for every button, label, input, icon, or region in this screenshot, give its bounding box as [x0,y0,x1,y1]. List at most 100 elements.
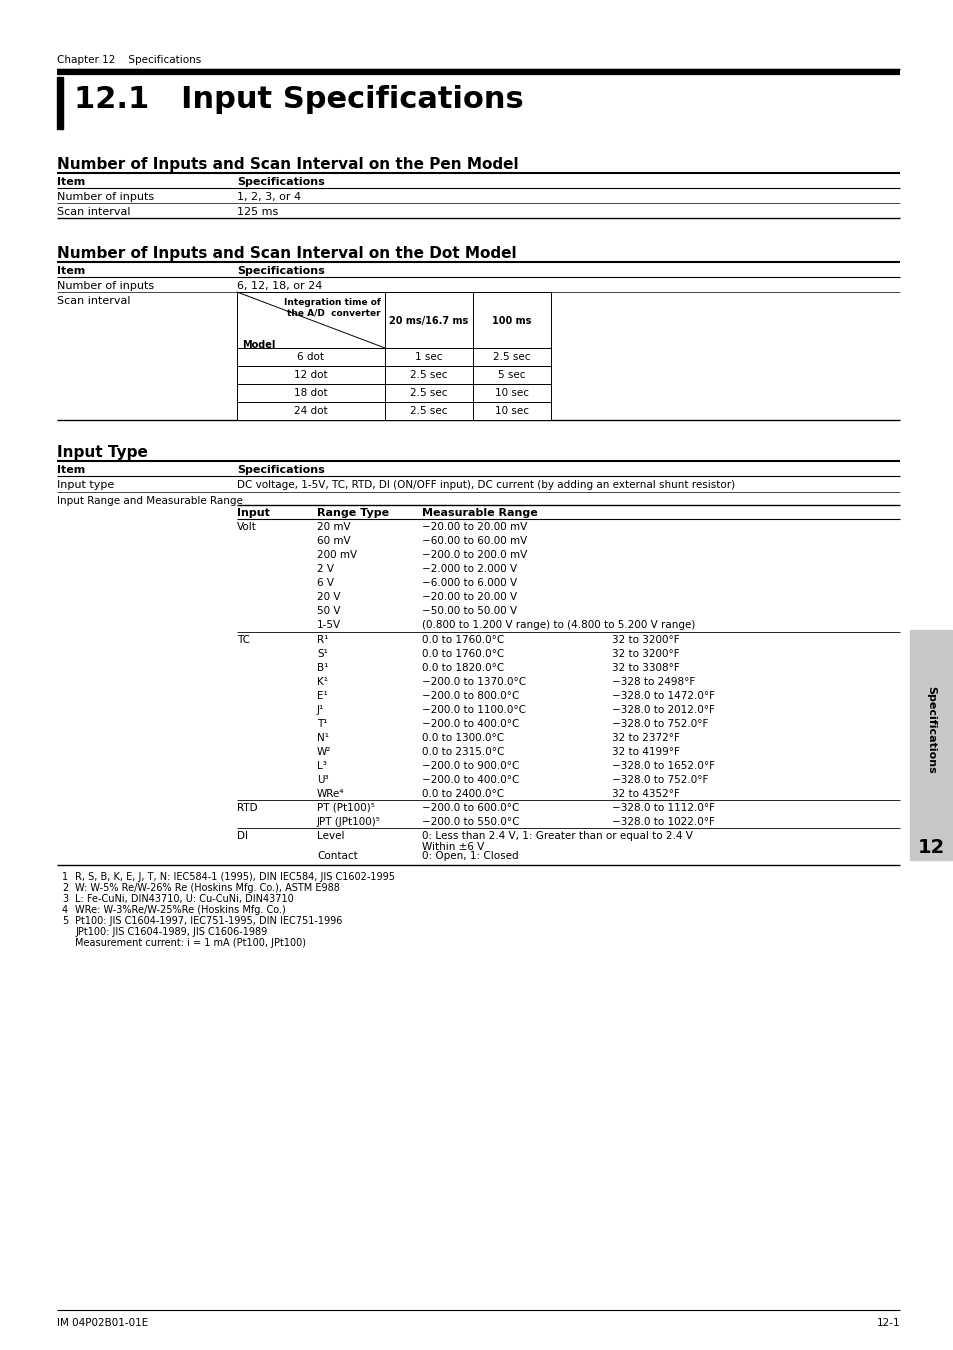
Text: 20 V: 20 V [316,593,340,602]
Text: −200.0 to 550.0°C: −200.0 to 550.0°C [421,817,519,828]
Text: 5 sec: 5 sec [497,370,525,379]
Text: Item: Item [57,266,85,275]
Text: Scan interval: Scan interval [57,296,131,306]
Text: Input Range and Measurable Range: Input Range and Measurable Range [57,495,243,506]
Bar [57,77,63,130]
Bar [385,402,473,420]
Text: Level: Level [316,832,344,841]
Text: Range Type: Range Type [316,508,389,518]
Text: 20 ms/16.7 ms: 20 ms/16.7 ms [389,316,468,325]
Text: 32 to 4352°F: 32 to 4352°F [612,788,679,799]
Bar [473,383,551,402]
Text: −6.000 to 6.000 V: −6.000 to 6.000 V [421,578,517,589]
Text: (0.800 to 1.200 V range) to (4.800 to 5.200 V range): (0.800 to 1.200 V range) to (4.800 to 5.… [421,620,695,630]
Text: 32 to 3200°F: 32 to 3200°F [612,649,679,659]
Text: Integration time of: Integration time of [284,298,380,306]
Text: −328.0 to 752.0°F: −328.0 to 752.0°F [612,720,708,729]
Text: 32 to 3200°F: 32 to 3200°F [612,634,679,645]
Text: DI: DI [236,832,248,841]
Text: Number of Inputs and Scan Interval on the Pen Model: Number of Inputs and Scan Interval on th… [57,157,518,171]
Text: 2 V: 2 V [316,564,334,574]
Text: −328.0 to 752.0°F: −328.0 to 752.0°F [612,775,708,784]
Text: −328.0 to 1022.0°F: −328.0 to 1022.0°F [612,817,714,828]
Text: RTD: RTD [236,803,257,813]
Text: K¹: K¹ [316,676,328,687]
Text: T¹: T¹ [316,720,327,729]
Text: IM 04P02B01-01E: IM 04P02B01-01E [57,1318,148,1328]
Text: 10 sec: 10 sec [495,387,529,398]
Text: Pt100: JIS C1604-1997, IEC751-1995, DIN IEC751-1996: Pt100: JIS C1604-1997, IEC751-1995, DIN … [75,917,342,926]
Text: 1 sec: 1 sec [415,352,442,362]
Text: −2.000 to 2.000 V: −2.000 to 2.000 V [421,564,517,574]
Text: 6, 12, 18, or 24: 6, 12, 18, or 24 [236,281,322,292]
Text: 1, 2, 3, or 4: 1, 2, 3, or 4 [236,192,301,202]
Bar [909,630,951,860]
Text: TC: TC [236,634,250,645]
Text: 0.0 to 1760.0°C: 0.0 to 1760.0°C [421,634,504,645]
Text: Input type: Input type [57,481,114,490]
Text: Specifications: Specifications [925,686,935,774]
Bar [473,402,551,420]
Text: 20 mV: 20 mV [316,522,351,532]
Text: Number of inputs: Number of inputs [57,192,154,202]
Bar [236,366,385,383]
Text: J¹: J¹ [316,705,324,716]
Text: Measurement current: i = 1 mA (Pt100, JPt100): Measurement current: i = 1 mA (Pt100, JP… [75,938,306,948]
Text: 32 to 2372°F: 32 to 2372°F [612,733,679,743]
Text: 1: 1 [62,872,68,882]
Text: R¹: R¹ [316,634,328,645]
Text: −200.0 to 200.0 mV: −200.0 to 200.0 mV [421,549,527,560]
Text: −200.0 to 600.0°C: −200.0 to 600.0°C [421,803,518,813]
Text: −328.0 to 1472.0°F: −328.0 to 1472.0°F [612,691,714,701]
Text: 100 ms: 100 ms [492,316,531,325]
Text: E¹: E¹ [316,691,328,701]
Bar [385,292,473,348]
Text: −200.0 to 400.0°C: −200.0 to 400.0°C [421,720,518,729]
Text: JPT (JPt100)⁵: JPT (JPt100)⁵ [316,817,380,828]
Text: −200.0 to 400.0°C: −200.0 to 400.0°C [421,775,518,784]
Bar [385,348,473,366]
Bar [236,292,385,348]
Text: 2.5 sec: 2.5 sec [410,406,447,416]
Bar [385,366,473,383]
Text: L: Fe-CuNi, DIN43710, U: Cu-CuNi, DIN43710: L: Fe-CuNi, DIN43710, U: Cu-CuNi, DIN437… [75,894,294,904]
Text: Number of Inputs and Scan Interval on the Dot Model: Number of Inputs and Scan Interval on th… [57,246,517,261]
Text: −200.0 to 900.0°C: −200.0 to 900.0°C [421,761,518,771]
Bar [473,348,551,366]
Text: U³: U³ [316,775,328,784]
Bar [385,383,473,402]
Text: 6 dot: 6 dot [297,352,324,362]
Text: −20.00 to 20.00 V: −20.00 to 20.00 V [421,593,517,602]
Text: WRe: W-3%Re/W-25%Re (Hoskins Mfg. Co.): WRe: W-3%Re/W-25%Re (Hoskins Mfg. Co.) [75,904,286,915]
Text: 0.0 to 1760.0°C: 0.0 to 1760.0°C [421,649,504,659]
Text: B¹: B¹ [316,663,328,674]
Text: 0.0 to 2400.0°C: 0.0 to 2400.0°C [421,788,503,799]
Text: −328.0 to 1112.0°F: −328.0 to 1112.0°F [612,803,714,813]
Text: Input: Input [236,508,270,518]
Text: 12 dot: 12 dot [294,370,328,379]
Text: Scan interval: Scan interval [57,207,131,217]
Text: 2.5 sec: 2.5 sec [493,352,530,362]
Text: 6 V: 6 V [316,578,334,589]
Bar [473,292,551,348]
Text: 4: 4 [62,904,68,915]
Text: JPt100: JIS C1604-1989, JIS C1606-1989: JPt100: JIS C1604-1989, JIS C1606-1989 [75,927,267,937]
Text: 32 to 4199°F: 32 to 4199°F [612,747,679,757]
Text: 0: Less than 2.4 V, 1: Greater than or equal to 2.4 V: 0: Less than 2.4 V, 1: Greater than or e… [421,832,692,841]
Text: the A/D  converter: the A/D converter [287,308,380,317]
Bar [473,366,551,383]
Text: 0.0 to 1300.0°C: 0.0 to 1300.0°C [421,733,503,743]
Text: Contact: Contact [316,850,357,861]
Text: Chapter 12    Specifications: Chapter 12 Specifications [57,55,201,65]
Text: −60.00 to 60.00 mV: −60.00 to 60.00 mV [421,536,527,545]
Text: Input Type: Input Type [57,446,148,460]
Text: 60 mV: 60 mV [316,536,351,545]
Text: PT (Pt100)⁵: PT (Pt100)⁵ [316,803,375,813]
Text: 5: 5 [62,917,69,926]
Text: −328 to 2498°F: −328 to 2498°F [612,676,695,687]
Text: 2: 2 [62,883,69,892]
Text: −200.0 to 1370.0°C: −200.0 to 1370.0°C [421,676,525,687]
Text: 125 ms: 125 ms [236,207,278,217]
Text: WRe⁴: WRe⁴ [316,788,344,799]
Text: 24 dot: 24 dot [294,406,328,416]
